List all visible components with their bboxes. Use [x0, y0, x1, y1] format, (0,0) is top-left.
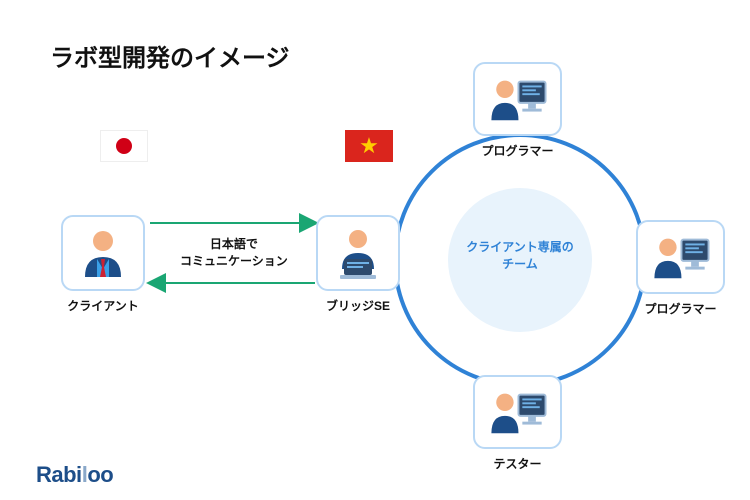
- client-box: [61, 215, 145, 291]
- diagram-canvas: ラボ型開発のイメージ ★ クライアント専属の チーム 日本語で コミュニケーショ…: [0, 0, 750, 500]
- page-title: ラボ型開発のイメージ: [50, 38, 290, 73]
- client-label: クライアント: [67, 297, 139, 314]
- client-node: クライアント: [63, 215, 143, 314]
- japan-flag-icon: [100, 130, 148, 162]
- programmer-top-box: [473, 62, 562, 136]
- programmer-right-node: プログラマー: [638, 220, 723, 317]
- team-center-label: クライアント専属の チーム: [450, 238, 590, 272]
- tester-label: テスター: [493, 455, 541, 472]
- communication-line2: コミュニケーション: [180, 254, 288, 268]
- tester-node: テスター: [475, 375, 560, 472]
- logo-part3: oo: [87, 462, 113, 487]
- logo-part1: Rabi: [36, 462, 82, 487]
- communication-line1: 日本語で: [210, 237, 258, 251]
- programmer-right-box: [636, 220, 725, 294]
- tester-box: [473, 375, 562, 449]
- programmer-right-label: プログラマー: [644, 300, 716, 317]
- bridge-se-label: ブリッジSE: [326, 297, 390, 314]
- communication-label: 日本語で コミュニケーション: [180, 235, 288, 269]
- programmer-top-node: プログラマー: [475, 62, 560, 159]
- bridge-se-box: [316, 215, 400, 291]
- vietnam-flag-icon: ★: [345, 130, 393, 162]
- programmer-top-label: プログラマー: [481, 142, 553, 159]
- rabiloo-logo: Rabiloo: [36, 462, 113, 488]
- bridge-se-node: ブリッジSE: [318, 215, 398, 314]
- team-center-line1: クライアント専属の: [466, 240, 574, 254]
- team-center-line2: チーム: [502, 257, 538, 271]
